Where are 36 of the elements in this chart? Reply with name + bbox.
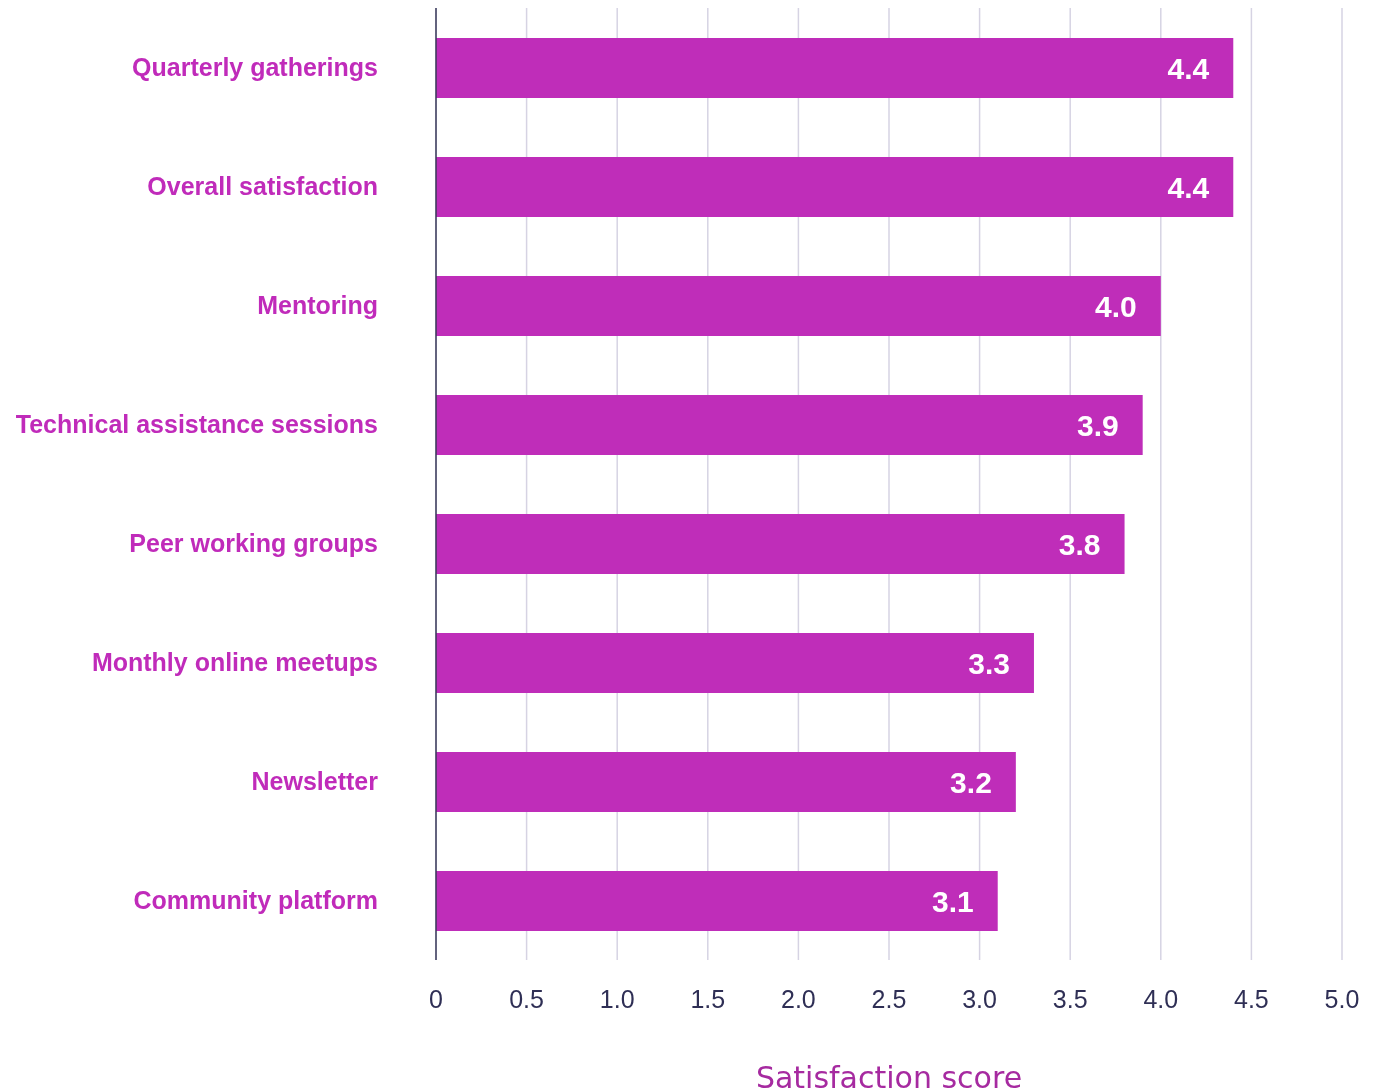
x-tick-label: 0 [429,984,443,1013]
bar [436,38,1234,98]
bar [436,514,1125,574]
bar [436,752,1016,812]
x-axis-title: Satisfaction score [755,1060,1023,1088]
y-tick-label: Peer working groups [129,529,378,558]
y-tick-label: Technical assistance sessions [15,410,378,439]
y-tick-label: Newsletter [251,767,379,796]
y-tick-label: Monthly online meetups [91,648,378,677]
x-tick-label: 4.0 [1143,984,1179,1013]
data-label: 4.4 [1167,170,1210,204]
bar [436,276,1161,336]
y-tick-label: Overall satisfaction [147,172,378,201]
x-tick-label: 3.0 [962,984,997,1013]
x-tick-label: 2.5 [871,984,907,1013]
data-label: 3.1 [932,884,974,918]
x-tick-label: 2.0 [781,984,816,1013]
data-label: 3.9 [1076,408,1119,442]
y-tick-label: Mentoring [257,291,378,320]
x-tick-label: 0.5 [509,984,544,1013]
data-label: 4.0 [1095,289,1137,323]
y-tick-label: Community platform [133,886,378,915]
data-label: 4.4 [1167,51,1210,85]
bar [436,395,1143,455]
x-tick-label: 1.5 [690,984,726,1013]
x-tick-label: 3.5 [1052,984,1088,1013]
x-tick-label: 1.0 [599,984,635,1013]
x-tick-label: 4.5 [1234,984,1269,1013]
data-label: 3.8 [1058,527,1101,561]
bar [436,157,1234,217]
data-label: 3.2 [950,765,992,799]
bar [436,871,998,931]
x-tick-label: 5.0 [1324,984,1360,1013]
data-label: 3.3 [968,646,1010,680]
bar [436,633,1034,693]
y-tick-label: Quarterly gatherings [132,53,378,82]
